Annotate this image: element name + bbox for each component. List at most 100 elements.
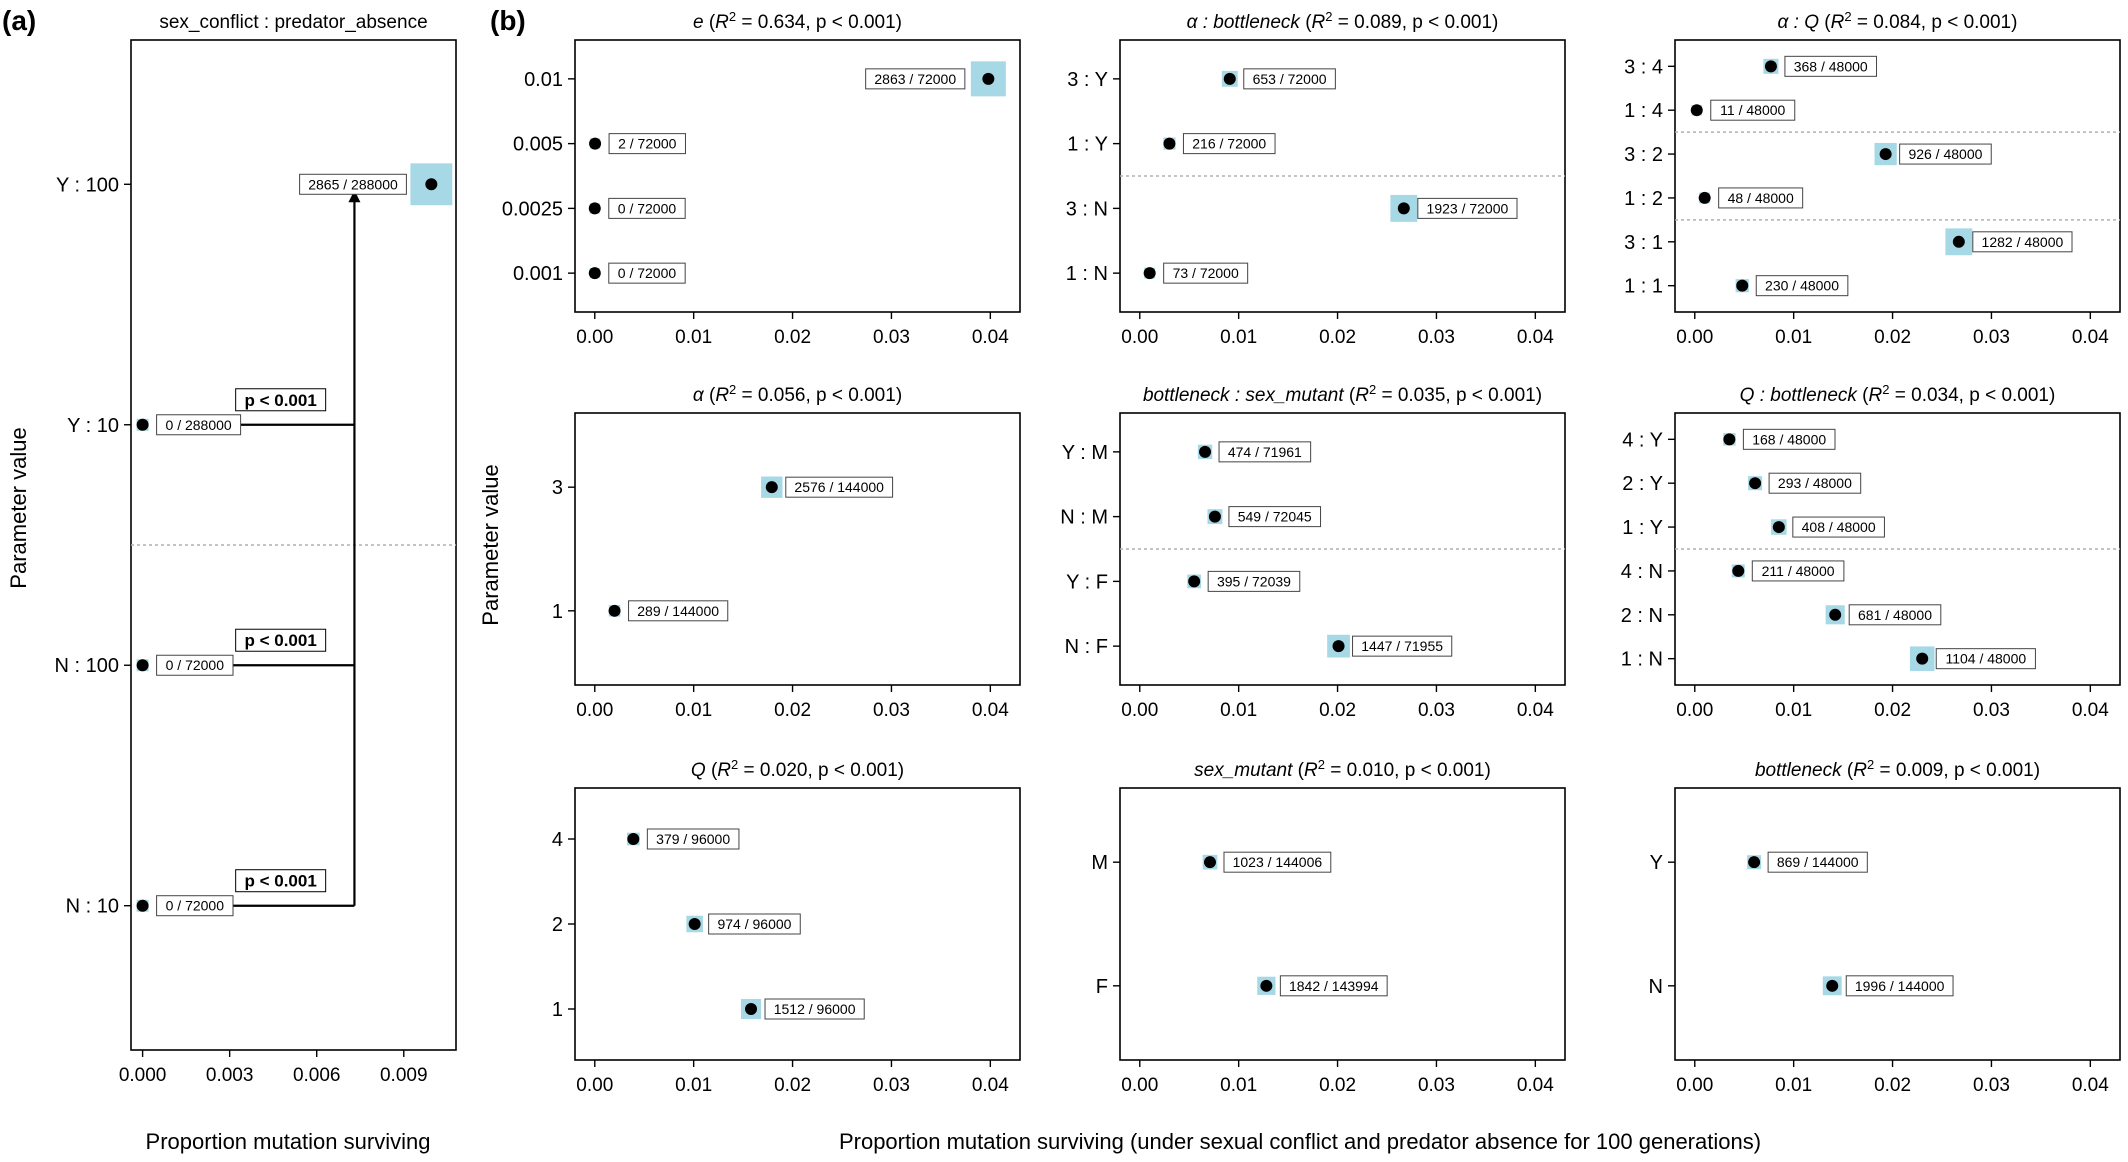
y-tick-label: 0.01 bbox=[524, 69, 563, 91]
x-tick-label: 0.04 bbox=[972, 700, 1009, 721]
title-r: R bbox=[717, 760, 731, 781]
value-label-box bbox=[299, 173, 407, 195]
x-tick-label: 0.01 bbox=[675, 327, 712, 348]
value-label-box bbox=[156, 414, 242, 436]
panel-b6: Q : bottleneck (R2 = 0.034, p < 0.001) 0.… bbox=[1621, 382, 2121, 721]
panel-b7: Q (R2 = 0.020, p < 0.001)0.00 0.01 0.02 0.0… bbox=[552, 757, 1021, 1096]
y-tick-label: 4 bbox=[552, 829, 563, 851]
title-stats-open: ( bbox=[1292, 760, 1304, 781]
value-label-box bbox=[1792, 516, 1885, 538]
plot-frame bbox=[1119, 787, 1566, 1061]
title-param: bottleneck bbox=[1755, 760, 1843, 781]
data-point bbox=[1723, 433, 1736, 446]
chart-title: α : Q (R2 = 0.084, p < 0.001) bbox=[1778, 9, 2018, 34]
value-label-box bbox=[1784, 55, 1878, 77]
title-r2-value: = 0.634, bbox=[736, 12, 816, 33]
value-label: 1447 / 71955 bbox=[1361, 638, 1443, 654]
y-tick-label: 1 : N bbox=[1621, 649, 1663, 671]
x-tick-label: 0.03 bbox=[1418, 327, 1455, 348]
y-tick-label: 1 : 2 bbox=[1624, 188, 1663, 210]
y-tick-label: 4 : Y bbox=[1622, 429, 1663, 451]
x-tick-label: 0.00 bbox=[1121, 700, 1158, 721]
chart-title: Q (R2 = 0.020, p < 0.001) bbox=[691, 757, 904, 782]
title-r2-value: = 0.010, bbox=[1325, 760, 1405, 781]
y-tick-label: 0.0025 bbox=[502, 198, 563, 220]
title-r2-value: = 0.089, bbox=[1333, 12, 1413, 33]
value-label: 0 / 288000 bbox=[166, 417, 232, 433]
title-stats-open: ( bbox=[706, 760, 718, 781]
x-tick-label: 0.02 bbox=[1874, 700, 1911, 721]
title-p-value: p < 0.001) bbox=[1969, 385, 2055, 406]
x-tick-label: 0.01 bbox=[1220, 700, 1257, 721]
value-label-box bbox=[1718, 187, 1804, 209]
value-label-box bbox=[1417, 197, 1518, 219]
panel-b2: α : bottleneck (R2 = 0.089, p < 0.001) 0.… bbox=[1066, 9, 1566, 348]
title-param: α : bottleneck bbox=[1187, 12, 1302, 33]
x-tick-label: 0.01 bbox=[675, 1075, 712, 1096]
value-label-box bbox=[785, 476, 894, 498]
y-tick-label: 0.001 bbox=[513, 263, 563, 285]
x-tick-label: 0.02 bbox=[1319, 327, 1356, 348]
x-tick-label: 0.02 bbox=[1319, 700, 1356, 721]
value-label-box bbox=[708, 913, 801, 935]
x-tick-label: 0.009 bbox=[380, 1065, 428, 1086]
y-tick-label: 3 : Y bbox=[1067, 69, 1108, 91]
panel-b5: bottleneck : sex_mutant (R2 = 0.035, p <… bbox=[1060, 382, 1566, 721]
y-tick-label: Y bbox=[1650, 852, 1663, 874]
data-point bbox=[982, 72, 995, 85]
panels: sex_conflict : predator_absence 0.000 0.00… bbox=[55, 9, 2121, 1096]
title-r: R bbox=[1312, 12, 1326, 33]
y-tick-label: N : 100 bbox=[55, 655, 119, 677]
value-label-box bbox=[608, 133, 686, 155]
value-label-box bbox=[646, 828, 740, 850]
value-label-box bbox=[1243, 68, 1336, 90]
data-point bbox=[627, 833, 640, 845]
title-p-value: p < 0.001) bbox=[816, 385, 902, 406]
title-param: α bbox=[693, 385, 705, 406]
data-point bbox=[1772, 521, 1785, 534]
y-tick-label: 0.005 bbox=[513, 134, 563, 156]
title-p-value: p < 0.001) bbox=[1405, 760, 1491, 781]
title-p-value: p < 0.001) bbox=[816, 12, 902, 33]
title-stats-open: ( bbox=[1300, 12, 1312, 33]
data-point bbox=[1916, 652, 1929, 665]
data-point bbox=[1397, 202, 1410, 215]
x-tick-label: 0.006 bbox=[293, 1065, 341, 1086]
data-point bbox=[1690, 104, 1703, 117]
value-label: 1282 / 48000 bbox=[1982, 234, 2064, 250]
value-label: 0 / 72000 bbox=[166, 657, 225, 673]
x-tick-label: 0.02 bbox=[1874, 1075, 1911, 1096]
y-tick-label: 1 : Y bbox=[1622, 517, 1663, 539]
data-point bbox=[1208, 510, 1221, 523]
x-tick-label: 0.00 bbox=[1676, 700, 1713, 721]
x-tick-label: 0.000 bbox=[119, 1065, 167, 1086]
title-r: R bbox=[1831, 12, 1845, 33]
data-point bbox=[1223, 72, 1236, 85]
value-label-box bbox=[1899, 143, 1992, 165]
x-tick-label: 0.04 bbox=[2072, 1075, 2109, 1096]
title-r: R bbox=[715, 385, 729, 406]
value-label: 168 / 48000 bbox=[1752, 431, 1826, 447]
value-label: 926 / 48000 bbox=[1908, 146, 1982, 162]
title-r-sup: 2 bbox=[1369, 382, 1376, 397]
panel-b-letter: (b) bbox=[490, 5, 526, 36]
value-label: 549 / 72045 bbox=[1238, 509, 1312, 525]
title-r-sup: 2 bbox=[731, 757, 738, 772]
data-point bbox=[1199, 445, 1212, 458]
data-point bbox=[588, 267, 601, 280]
x-tick-label: 0.04 bbox=[1517, 700, 1554, 721]
y-tick-label: 3 : 1 bbox=[1624, 232, 1663, 254]
data-point bbox=[589, 137, 602, 150]
value-label: 1512 / 96000 bbox=[774, 1001, 856, 1017]
data-point bbox=[1749, 477, 1762, 490]
chart-title: bottleneck (R2 = 0.009, p < 0.001) bbox=[1755, 757, 2040, 782]
data-point bbox=[136, 899, 149, 912]
value-label: 289 / 144000 bbox=[637, 603, 719, 619]
value-label-box bbox=[1223, 851, 1332, 873]
plot-frame bbox=[1674, 39, 2121, 313]
y-tick-label: N : M bbox=[1060, 507, 1108, 529]
value-label: 0 / 72000 bbox=[618, 200, 677, 216]
y-tick-label: 1 : 1 bbox=[1624, 276, 1663, 298]
x-tick-label: 0.003 bbox=[206, 1065, 254, 1086]
